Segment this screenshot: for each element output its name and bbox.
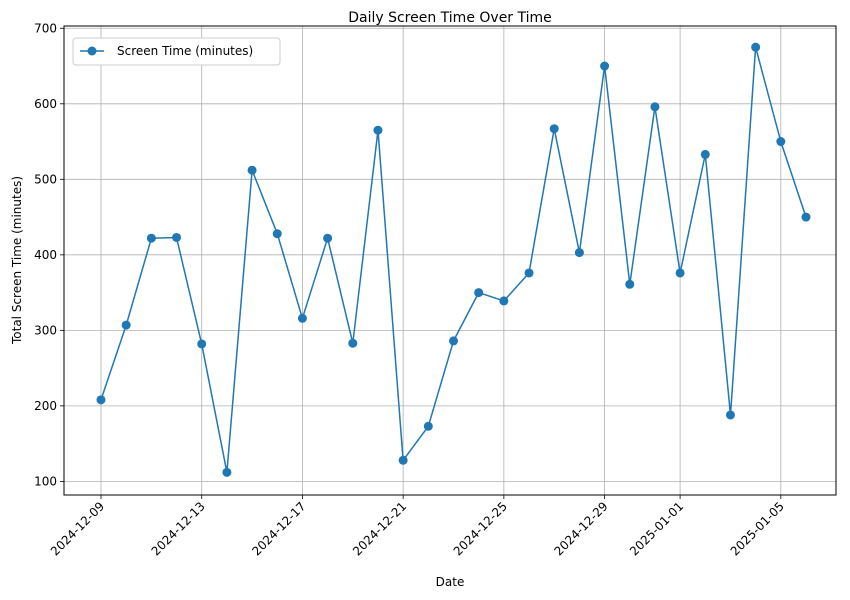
data-point: [96, 395, 106, 405]
data-point: [348, 338, 358, 348]
data-point: [373, 125, 383, 135]
data-point: [423, 421, 433, 431]
x-tick-label: 2024-12-09: [48, 499, 107, 558]
data-point: [675, 268, 685, 278]
data-point: [776, 137, 786, 147]
series-line: [100, 46, 807, 474]
data-point: [449, 336, 458, 346]
x-tick-label: 2024-12-25: [451, 499, 510, 558]
data-point: [650, 102, 660, 112]
data-point: [146, 233, 156, 243]
series-group: [96, 42, 811, 477]
data-point: [474, 288, 484, 298]
y-axis-label: Total Screen Time (minutes): [10, 176, 24, 345]
data-point: [801, 212, 811, 222]
x-axis: 2024-12-09 2024-12-13 2024-12-17 2024-12-21…: [48, 495, 787, 558]
data-point: [247, 165, 257, 175]
data-point: [524, 268, 534, 278]
data-point: [197, 339, 207, 349]
data-point: [751, 42, 761, 52]
plot-frame: [63, 25, 837, 496]
legend: Screen Time (minutes): [72, 37, 281, 66]
data-point: [549, 124, 559, 134]
data-point: [323, 233, 333, 243]
data-point: [398, 455, 408, 465]
data-point: [121, 320, 131, 330]
grid: [64, 26, 836, 495]
data-point: [574, 248, 584, 258]
y-tick-label: 400: [34, 248, 57, 262]
legend-marker: [87, 46, 97, 56]
x-tick-label: 2025-01-05: [728, 499, 787, 558]
x-tick-label: 2024-12-21: [350, 499, 409, 558]
y-tick-label: 100: [34, 474, 57, 488]
x-tick-label: 2024-12-17: [249, 499, 308, 558]
y-axis: 100 200 300 400 500 600 700: [34, 21, 64, 488]
data-point: [700, 149, 710, 159]
x-tick-label: 2024-12-29: [551, 499, 610, 558]
x-axis-label: Date: [436, 575, 465, 589]
y-tick-label: 700: [34, 21, 57, 35]
y-tick-label: 500: [34, 172, 57, 186]
chart-title: Daily Screen Time Over Time: [348, 10, 552, 26]
data-point: [222, 467, 232, 477]
y-tick-label: 600: [34, 97, 57, 111]
x-tick-label: 2024-12-13: [149, 499, 208, 558]
y-tick-label: 200: [34, 399, 57, 413]
data-point: [172, 232, 182, 242]
data-point: [625, 279, 635, 289]
legend-box: [72, 37, 281, 66]
data-point: [272, 229, 282, 239]
legend-label: Screen Time (minutes): [117, 44, 253, 58]
y-tick-label: 300: [34, 323, 57, 337]
data-point: [725, 410, 735, 420]
data-point: [297, 313, 307, 323]
x-tick-label: 2025-01-01: [627, 499, 686, 558]
data-point: [600, 61, 610, 71]
data-point: [499, 296, 509, 306]
